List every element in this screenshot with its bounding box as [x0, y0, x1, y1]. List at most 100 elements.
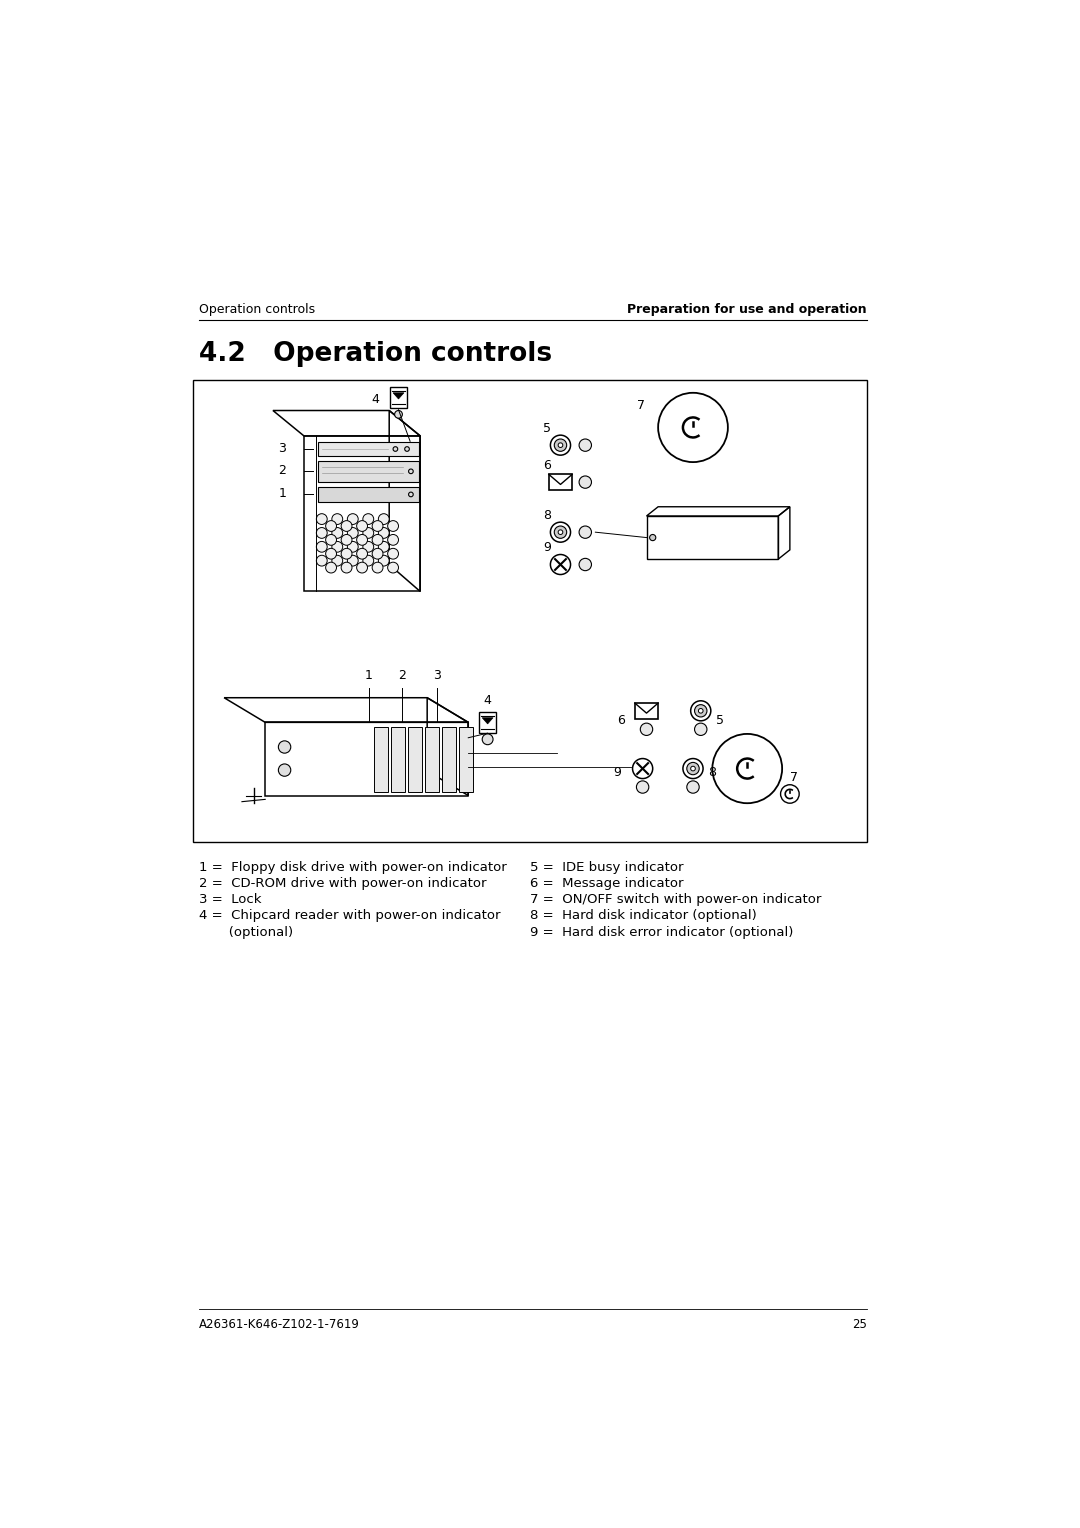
Circle shape [316, 527, 327, 538]
Circle shape [551, 523, 570, 542]
Circle shape [341, 535, 352, 545]
Bar [193, 380, 867, 842]
Bar [318, 442, 419, 455]
Text: 6: 6 [617, 714, 625, 726]
Circle shape [554, 439, 567, 451]
Bar [442, 727, 456, 793]
Text: 8: 8 [708, 766, 716, 779]
Circle shape [579, 475, 592, 489]
Circle shape [373, 535, 383, 545]
Circle shape [687, 781, 699, 793]
Circle shape [394, 411, 403, 419]
Text: 4: 4 [484, 694, 491, 707]
Circle shape [326, 549, 337, 559]
Text: 5: 5 [716, 714, 725, 726]
Circle shape [378, 541, 389, 552]
Circle shape [636, 781, 649, 793]
Circle shape [279, 764, 291, 776]
Polygon shape [393, 393, 404, 399]
Text: 7 =  ON/OFF switch with power-on indicator: 7 = ON/OFF switch with power-on indicato… [530, 894, 822, 906]
Circle shape [558, 530, 563, 535]
Bar [549, 474, 572, 490]
Circle shape [388, 562, 399, 573]
Text: 2 =  CD-ROM drive with power-on indicator: 2 = CD-ROM drive with power-on indicator [199, 877, 486, 891]
Text: 3: 3 [433, 669, 442, 683]
Text: 6: 6 [543, 458, 551, 472]
Text: 3: 3 [279, 442, 286, 455]
Text: 6 =  Message indicator: 6 = Message indicator [530, 877, 684, 891]
Text: Operation controls: Operation controls [199, 303, 314, 316]
Circle shape [363, 555, 374, 565]
Circle shape [393, 446, 397, 451]
Bar [408, 727, 422, 793]
Circle shape [781, 785, 799, 804]
Bar [374, 727, 388, 793]
Circle shape [388, 521, 399, 532]
Circle shape [378, 513, 389, 524]
Circle shape [356, 549, 367, 559]
Circle shape [551, 435, 570, 455]
Circle shape [348, 541, 359, 552]
Text: 1 =  Floppy disk drive with power-on indicator: 1 = Floppy disk drive with power-on indi… [199, 860, 507, 874]
Circle shape [356, 562, 367, 573]
Bar [390, 387, 407, 408]
Bar [391, 727, 405, 793]
Circle shape [633, 758, 652, 779]
Circle shape [694, 704, 707, 717]
Bar [480, 712, 496, 733]
Circle shape [691, 766, 696, 770]
Circle shape [363, 541, 374, 552]
Circle shape [373, 562, 383, 573]
Circle shape [408, 469, 414, 474]
Circle shape [373, 521, 383, 532]
Text: Preparation for use and operation: Preparation for use and operation [627, 303, 866, 316]
Circle shape [356, 535, 367, 545]
Circle shape [713, 733, 782, 804]
Circle shape [551, 555, 570, 575]
Circle shape [579, 558, 592, 570]
Circle shape [341, 549, 352, 559]
Circle shape [378, 527, 389, 538]
Circle shape [373, 549, 383, 559]
Text: A26361-K646-Z102-1-7619: A26361-K646-Z102-1-7619 [199, 1317, 360, 1331]
Text: 2: 2 [279, 465, 286, 477]
Circle shape [649, 535, 656, 541]
Bar [318, 487, 419, 503]
Circle shape [640, 723, 652, 735]
Text: 7: 7 [789, 772, 798, 784]
Circle shape [326, 562, 337, 573]
Circle shape [348, 555, 359, 565]
Circle shape [405, 446, 409, 451]
Circle shape [326, 535, 337, 545]
Circle shape [683, 758, 703, 779]
Circle shape [658, 393, 728, 461]
Circle shape [316, 555, 327, 565]
Text: (optional): (optional) [199, 926, 293, 938]
Circle shape [279, 741, 291, 753]
Circle shape [332, 541, 342, 552]
Text: 9: 9 [613, 766, 621, 779]
Text: 25: 25 [852, 1317, 866, 1331]
Circle shape [554, 526, 567, 538]
Text: 8: 8 [543, 509, 552, 521]
Bar [459, 727, 473, 793]
Circle shape [558, 443, 563, 448]
Text: 9: 9 [543, 541, 551, 555]
Circle shape [378, 555, 389, 565]
Circle shape [388, 549, 399, 559]
Text: 5: 5 [543, 422, 552, 435]
Text: 3 =  Lock: 3 = Lock [199, 894, 261, 906]
Text: 4 =  Chipcard reader with power-on indicator: 4 = Chipcard reader with power-on indica… [199, 909, 500, 923]
Circle shape [482, 733, 494, 744]
Circle shape [348, 527, 359, 538]
Circle shape [326, 521, 337, 532]
Circle shape [388, 535, 399, 545]
Text: 1: 1 [365, 669, 373, 683]
Text: 1: 1 [279, 487, 286, 500]
Bar [635, 703, 658, 718]
Circle shape [363, 513, 374, 524]
Circle shape [332, 527, 342, 538]
Circle shape [332, 513, 342, 524]
Text: 4: 4 [372, 393, 379, 406]
Text: 2: 2 [399, 669, 406, 683]
